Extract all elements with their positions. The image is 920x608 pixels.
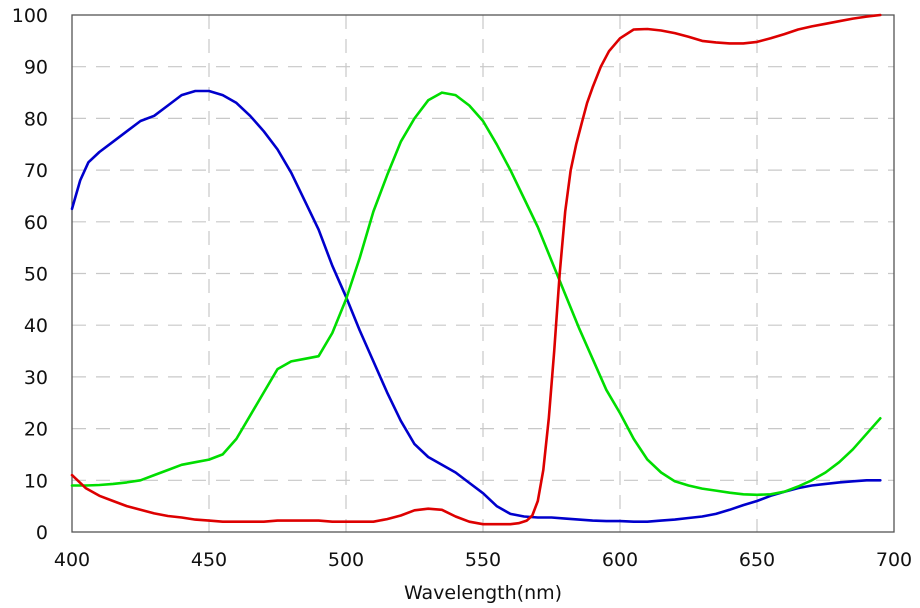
x-tick-label: 550 bbox=[465, 549, 501, 571]
x-tick-label: 650 bbox=[739, 549, 775, 571]
x-tick-label: 700 bbox=[876, 549, 912, 571]
series-line-1 bbox=[70, 89, 882, 523]
y-tick-label: 50 bbox=[24, 264, 48, 286]
y-tick-label: 60 bbox=[24, 212, 48, 234]
y-tick-label: 80 bbox=[24, 108, 48, 130]
y-tick-label: 90 bbox=[24, 57, 48, 79]
y-tick-label: 30 bbox=[24, 367, 48, 389]
x-tick-label: 500 bbox=[328, 549, 364, 571]
series-line-2 bbox=[70, 91, 882, 497]
plot-area-frame bbox=[71, 14, 895, 533]
series-line-3 bbox=[70, 13, 882, 526]
grid-lines bbox=[72, 15, 894, 532]
y-tick-label: 10 bbox=[24, 470, 48, 492]
y-tick-label: 100 bbox=[12, 5, 48, 27]
y-tick-label: 20 bbox=[24, 419, 48, 441]
x-axis-tick-labels: 400 450 500 550 600 650 700 bbox=[54, 549, 912, 571]
y-tick-label: 0 bbox=[36, 522, 48, 544]
y-tick-label: 40 bbox=[24, 315, 48, 337]
x-axis-title: Wavelength(nm) bbox=[404, 582, 562, 604]
x-tick-label: 400 bbox=[54, 549, 90, 571]
x-tick-label: 450 bbox=[191, 549, 227, 571]
series-layer bbox=[70, 13, 882, 526]
x-tick-label: 600 bbox=[602, 549, 638, 571]
y-tick-label: 70 bbox=[24, 160, 48, 182]
y-axis-tick-labels: 0 10 20 30 40 50 60 70 80 90 100 bbox=[12, 5, 48, 544]
